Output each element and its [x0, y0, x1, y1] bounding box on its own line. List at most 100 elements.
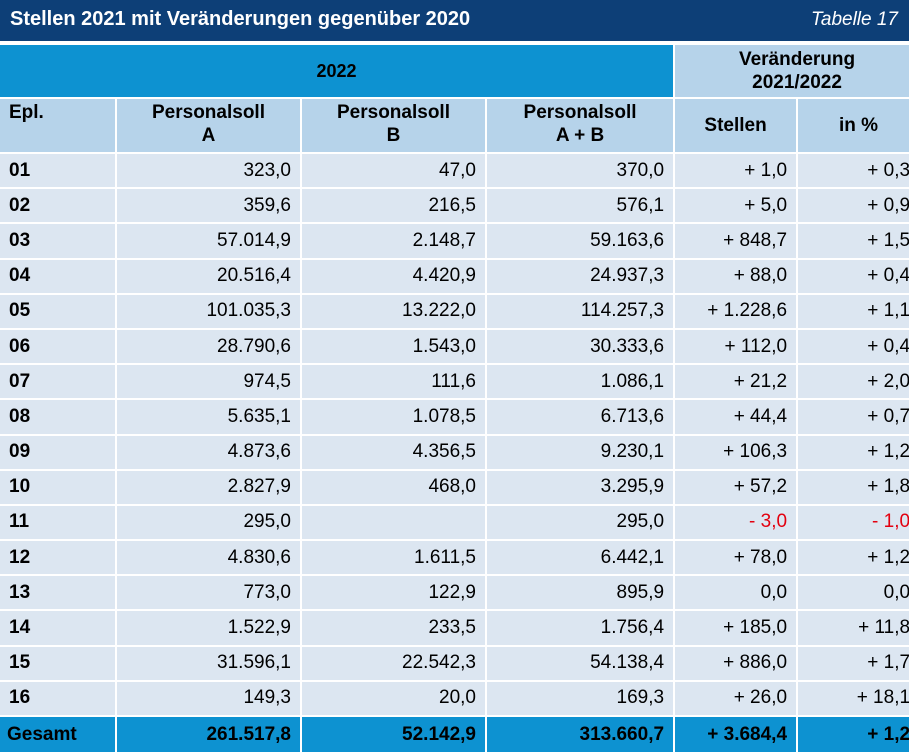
table-body: 01 323,0 47,0 370,0 + 1,0 + 0,3 02 359,6 216,5 57…: [0, 154, 909, 715]
cell-personalsoll-a: 4.873,6: [117, 435, 300, 469]
cell-personalsoll-a: 149,3: [117, 681, 300, 715]
cell-personalsoll-b: 22.542,3: [302, 646, 485, 680]
cell-personalsoll-ab: 114.257,3: [487, 294, 674, 328]
table-row: 12 4.830,6 1.611,5 6.442,1 + 78,0 + 1,2: [0, 541, 909, 575]
table-row: 13 773,0 122,9 895,9 0,0 0,0: [0, 576, 909, 610]
cell-personalsoll-b: 468,0: [302, 470, 485, 504]
total-a: 261.517,8: [117, 717, 300, 752]
change-header-line2: 2021/2022: [752, 72, 842, 93]
table-row: 03 57.014,9 2.148,7 59.163,6 + 848,7 + 1,5: [0, 224, 909, 258]
cell-change-stellen: + 88,0: [675, 259, 797, 293]
cell-personalsoll-a: 773,0: [117, 576, 300, 610]
cell-change-percent: + 1,2: [798, 541, 909, 575]
header-row-columns: Epl. Personalsoll A Personalsoll B Perso…: [0, 99, 909, 152]
col-header-epl: Epl.: [0, 99, 115, 152]
cell-change-percent: + 1,5: [798, 224, 909, 258]
cell-personalsoll-a: 974,5: [117, 365, 300, 399]
col-header-b-line1: Personalsoll: [337, 102, 450, 123]
cell-personalsoll-b: 1.543,0: [302, 329, 485, 364]
cell-epl: 06: [0, 329, 115, 364]
cell-personalsoll-ab: 370,0: [487, 154, 674, 188]
cell-change-percent: + 18,1: [798, 681, 909, 715]
cell-personalsoll-ab: 3.295,9: [487, 470, 674, 504]
cell-personalsoll-a: 20.516,4: [117, 259, 300, 293]
cell-personalsoll-a: 57.014,9: [117, 224, 300, 258]
cell-personalsoll-ab: 9.230,1: [487, 435, 674, 469]
table-row: 05 101.035,3 13.222,0 114.257,3 + 1.228,6 + 1…: [0, 294, 909, 328]
table-row: 02 359,6 216,5 576,1 + 5,0 + 0,9: [0, 189, 909, 223]
col-header-a-line1: Personalsoll: [152, 102, 265, 123]
cell-change-stellen: + 57,2: [675, 470, 797, 504]
table-row: 04 20.516,4 4.420,9 24.937,3 + 88,0 + 0,4: [0, 259, 909, 293]
cell-personalsoll-b: 4.420,9: [302, 259, 485, 293]
cell-change-stellen: + 185,0: [675, 611, 797, 645]
table-row: 11 295,0 295,0- 3,0- 1,0: [0, 505, 909, 540]
cell-personalsoll-b: 233,5: [302, 611, 485, 645]
change-header-line1: Veränderung: [738, 49, 856, 70]
cell-personalsoll-a: 359,6: [117, 189, 300, 223]
title-bar: Stellen 2021 mit Veränderungen gegenüber…: [0, 0, 909, 41]
cell-personalsoll-b: 4.356,5: [302, 435, 485, 469]
table-label: Tabelle 17: [811, 9, 898, 30]
cell-epl: 03: [0, 224, 115, 258]
cell-personalsoll-ab: 24.937,3: [487, 259, 674, 293]
table-row: 01 323,0 47,0 370,0 + 1,0 + 0,3: [0, 154, 909, 188]
cell-epl: 04: [0, 259, 115, 293]
cell-change-stellen: + 21,2: [675, 365, 797, 399]
change-header: Veränderung 2021/2022: [675, 45, 909, 97]
col-header-b-line2: B: [386, 125, 401, 146]
cell-personalsoll-ab: 6.442,1: [487, 541, 674, 575]
cell-personalsoll-ab: 1.086,1: [487, 365, 674, 399]
table-row: 07 974,5 111,6 1.086,1 + 21,2 + 2,0: [0, 365, 909, 399]
cell-change-percent: + 0,4: [798, 329, 909, 364]
table-row: 09 4.873,6 4.356,5 9.230,1 + 106,3 + 1,2: [0, 435, 909, 469]
cell-change-percent: + 1,8: [798, 470, 909, 504]
col-header-personalsoll-a: Personalsoll A: [117, 99, 300, 152]
col-header-ab-line2: A + B: [555, 125, 605, 146]
col-header-a-line2: A: [201, 125, 216, 146]
cell-personalsoll-ab: 1.756,4: [487, 611, 674, 645]
cell-personalsoll-a: 323,0: [117, 154, 300, 188]
cell-personalsoll-b: 216,5: [302, 189, 485, 223]
cell-change-stellen: + 112,0: [675, 329, 797, 364]
cell-change-stellen: + 886,0: [675, 646, 797, 680]
cell-change-percent: - 1,0: [798, 505, 909, 540]
cell-epl: 13: [0, 576, 115, 610]
cell-personalsoll-b: 1.078,5: [302, 400, 485, 434]
col-header-percent: in %: [798, 99, 909, 152]
table-row: 16 149,3 20,0 169,3 + 26,0 + 18,1: [0, 681, 909, 715]
header-row-top: 2022 Veränderung 2021/2022: [0, 45, 909, 97]
cell-change-percent: + 0,9: [798, 189, 909, 223]
cell-personalsoll-b: [302, 505, 485, 540]
cell-personalsoll-a: 101.035,3: [117, 294, 300, 328]
cell-change-percent: + 0,7: [798, 400, 909, 434]
total-ab: 313.660,7: [487, 717, 674, 752]
cell-change-stellen: + 44,4: [675, 400, 797, 434]
cell-epl: 02: [0, 189, 115, 223]
cell-epl: 05: [0, 294, 115, 328]
cell-personalsoll-ab: 6.713,6: [487, 400, 674, 434]
cell-epl: 01: [0, 154, 115, 188]
cell-personalsoll-ab: 295,0: [487, 505, 674, 540]
cell-personalsoll-b: 47,0: [302, 154, 485, 188]
cell-epl: 07: [0, 365, 115, 399]
cell-personalsoll-a: 2.827,9: [117, 470, 300, 504]
cell-change-stellen: + 5,0: [675, 189, 797, 223]
cell-change-stellen: + 1.228,6: [675, 294, 797, 328]
cell-personalsoll-b: 111,6: [302, 365, 485, 399]
table-row: 15 31.596,1 22.542,3 54.138,4 + 886,0 + 1,7: [0, 646, 909, 680]
cell-change-stellen: + 78,0: [675, 541, 797, 575]
cell-change-stellen: + 26,0: [675, 681, 797, 715]
cell-epl: 09: [0, 435, 115, 469]
total-stellen: + 3.684,4: [675, 717, 797, 752]
cell-personalsoll-a: 28.790,6: [117, 329, 300, 364]
cell-change-stellen: 0,0: [675, 576, 797, 610]
personnel-table: 2022 Veränderung 2021/2022 Epl. Personal…: [0, 43, 909, 754]
cell-personalsoll-b: 1.611,5: [302, 541, 485, 575]
total-row: Gesamt 261.517,8 52.142,9 313.660,7 + 3.…: [0, 717, 909, 752]
cell-personalsoll-b: 122,9: [302, 576, 485, 610]
cell-change-stellen: + 106,3: [675, 435, 797, 469]
cell-personalsoll-a: 5.635,1: [117, 400, 300, 434]
cell-personalsoll-a: 4.830,6: [117, 541, 300, 575]
cell-personalsoll-b: 13.222,0: [302, 294, 485, 328]
